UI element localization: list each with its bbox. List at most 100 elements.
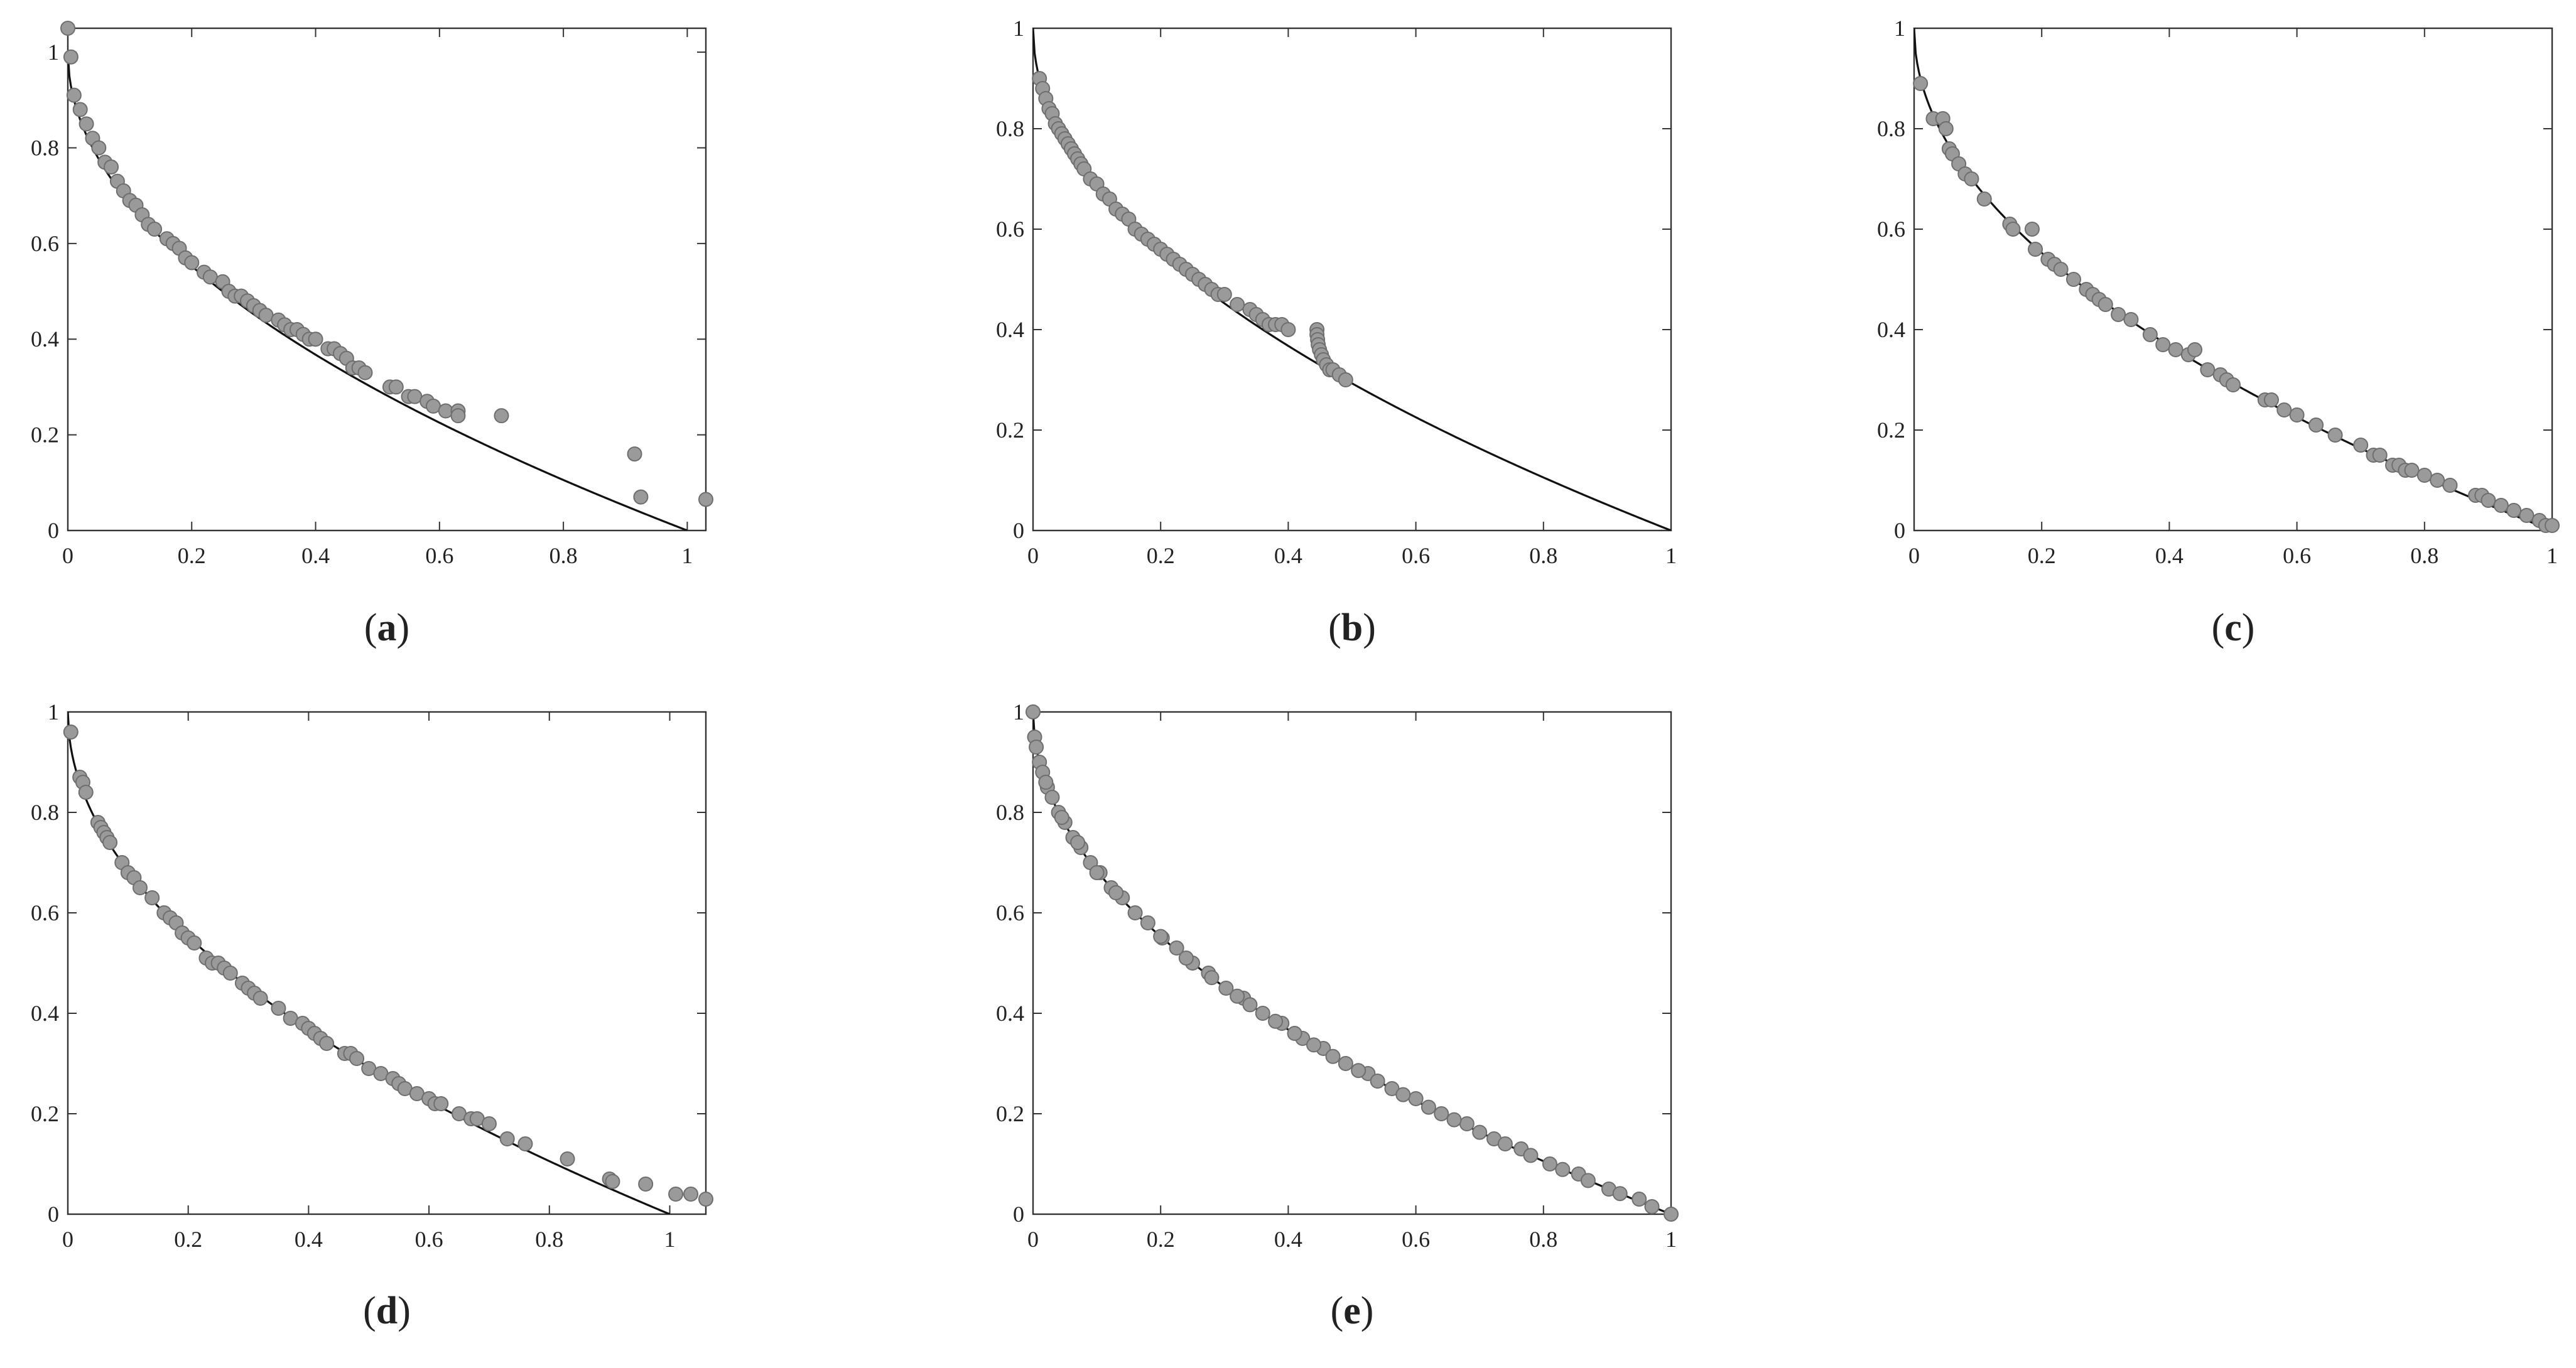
x-tick-label: 1: [664, 1227, 675, 1252]
data-point: [2263, 392, 2279, 407]
data-point: [499, 1131, 515, 1146]
x-tick-label: 0.4: [1274, 1227, 1302, 1252]
x-tick-label: 0: [1027, 1227, 1039, 1252]
x-tick-label: 0.8: [549, 543, 578, 568]
plot-frame: [1032, 27, 1672, 532]
data-point: [1242, 997, 1258, 1013]
y-tick-label: 0.6: [31, 231, 59, 256]
y-tick-label: 0.8: [996, 116, 1024, 141]
data-point: [2005, 222, 2021, 237]
data-point: [1153, 929, 1169, 944]
data-point: [1178, 951, 1194, 966]
data-point: [1280, 322, 1296, 337]
panel-caption-letter: e: [1343, 1290, 1361, 1332]
data-point: [450, 408, 466, 424]
data-point: [2416, 468, 2432, 483]
data-point: [144, 890, 160, 905]
y-tick-label: 0.8: [31, 800, 59, 825]
data-point: [1351, 1063, 1366, 1079]
y-tick-label: 0.4: [996, 317, 1024, 342]
x-tick-label: 0.6: [2283, 543, 2311, 568]
data-point: [2187, 342, 2203, 357]
x-tick-label: 1: [2546, 543, 2558, 568]
data-point: [63, 49, 78, 65]
panel-caption-letter: d: [376, 1290, 398, 1332]
y-tick-label: 0: [48, 1202, 59, 1227]
data-point: [2226, 377, 2241, 392]
y-tick-label: 0.4: [1877, 317, 1905, 342]
y-tick-label: 1: [1013, 16, 1024, 41]
data-point: [2168, 342, 2184, 357]
data-point: [66, 87, 82, 103]
data-point: [1408, 1091, 1424, 1106]
data-point: [1230, 988, 1245, 1004]
reference-curve: [1914, 28, 2552, 531]
data-point: [2493, 498, 2509, 513]
data-point: [2276, 402, 2292, 417]
data-point: [1497, 1136, 1513, 1151]
data-point: [1580, 1173, 1596, 1188]
data-point: [1216, 287, 1232, 302]
data-point: [425, 398, 441, 414]
data-point: [1054, 810, 1069, 825]
data-point: [1472, 1124, 1488, 1140]
data-point: [187, 935, 202, 951]
y-tick-label: 0.8: [996, 800, 1024, 825]
y-tick-label: 0.2: [996, 417, 1024, 443]
reference-curve: [1033, 28, 1671, 531]
y-tick-label: 0: [1013, 1202, 1024, 1227]
panel-a: 0 0.2 0.4 0.6 0.8 1 0 0.2 0.4 0.6 0.8 1 (a): [31, 21, 713, 649]
data-point: [349, 1051, 365, 1066]
data-point: [1644, 1199, 1660, 1214]
data-point: [1204, 970, 1220, 986]
y-tick-label: 0: [48, 518, 59, 543]
panel-d: 0 0.2 0.4 0.6 0.8 1 0 0.2 0.4 0.6 0.8 1 (d): [31, 699, 713, 1332]
data-point: [407, 389, 423, 404]
data-point: [1555, 1161, 1571, 1177]
y-tick-label: 1: [1013, 699, 1024, 724]
data-point: [147, 222, 163, 237]
data-point: [1338, 1056, 1353, 1071]
y-tick-label: 1: [48, 699, 59, 724]
y-tick-label: 0.2: [996, 1101, 1024, 1126]
data-point: [1664, 1207, 1679, 1222]
data-point: [517, 1136, 533, 1151]
y-tick-label: 0.4: [996, 1001, 1024, 1026]
data-point: [104, 159, 119, 175]
data-point: [1044, 790, 1060, 805]
data-point: [2066, 272, 2081, 287]
data-point: [1287, 1026, 1302, 1041]
data-point: [1632, 1192, 1647, 1207]
data-point: [1140, 915, 1155, 930]
x-tick-label: 0.8: [535, 1227, 563, 1252]
data-point: [1938, 121, 1954, 136]
panel-caption: (e): [1331, 1290, 1374, 1332]
data-point: [481, 1116, 497, 1131]
data-point: [433, 1096, 449, 1111]
x-tick-label: 0.8: [2410, 543, 2438, 568]
panel-caption: (c): [2212, 606, 2255, 649]
y-tick-label: 0.2: [31, 423, 59, 448]
x-tick-label: 0.6: [425, 543, 453, 568]
data-point: [1230, 297, 1245, 312]
data-point: [63, 724, 78, 740]
data-point: [2506, 503, 2522, 518]
data-point: [2155, 337, 2171, 352]
data-point: [2289, 407, 2305, 423]
data-point: [1459, 1116, 1475, 1131]
y-tick-label: 0: [1013, 518, 1024, 543]
data-point: [271, 1001, 286, 1016]
data-point: [1338, 372, 1353, 387]
data-point: [1089, 865, 1105, 880]
data-point: [102, 835, 118, 850]
x-tick-label: 0.2: [174, 1227, 202, 1252]
reference-curve: [1033, 712, 1671, 1214]
data-point: [1964, 171, 1979, 186]
data-point: [1325, 1048, 1341, 1064]
data-point: [78, 785, 94, 800]
x-tick-label: 0: [62, 1227, 73, 1252]
panel-caption-letter: c: [2224, 606, 2242, 649]
y-tick-label: 0.6: [31, 900, 59, 925]
x-tick-label: 0: [62, 543, 73, 568]
